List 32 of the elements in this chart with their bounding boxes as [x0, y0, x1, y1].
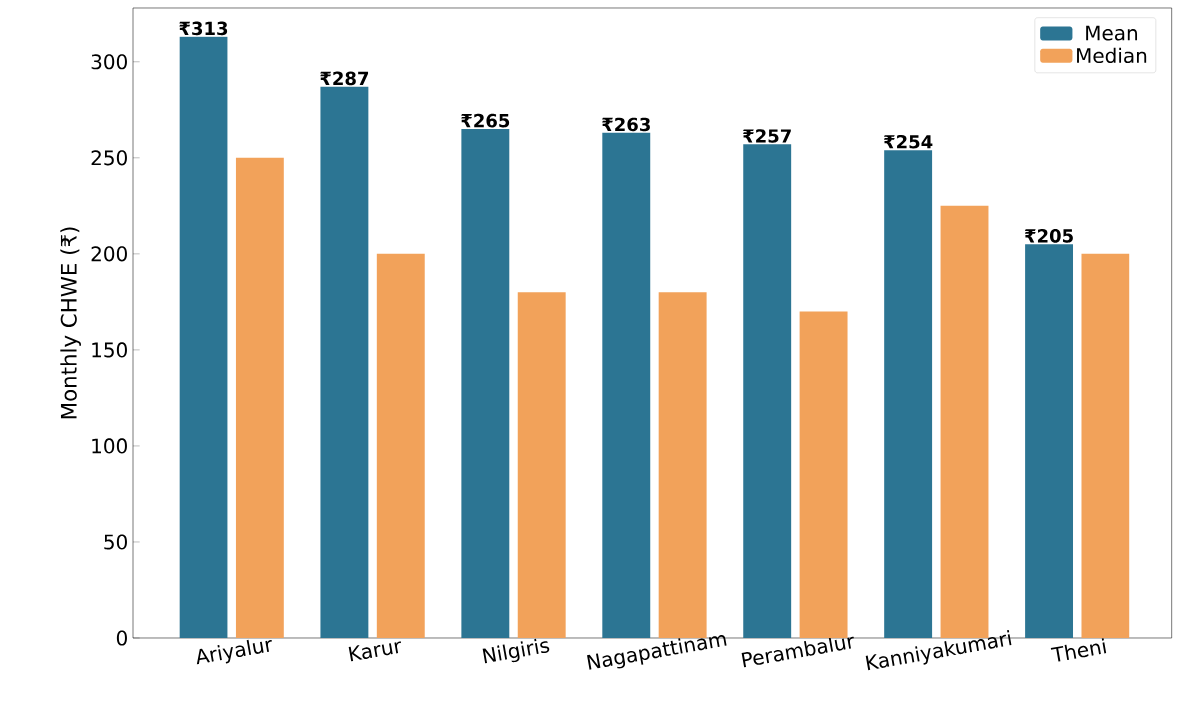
- bar: [235, 157, 284, 638]
- x-tick-label: Ariyalur: [196, 639, 272, 665]
- bar: [179, 36, 228, 638]
- bar: [743, 144, 792, 638]
- data-label: ₹254: [883, 134, 933, 149]
- bar: [376, 253, 425, 638]
- bar: [517, 292, 566, 638]
- bar: [799, 311, 848, 638]
- bar: [320, 86, 369, 638]
- y-tick-label: 200: [91, 246, 127, 262]
- bar: [461, 129, 510, 638]
- y-tick-label: 0: [116, 630, 127, 646]
- y-tick-label: 300: [91, 54, 127, 70]
- legend-label: Median: [1077, 47, 1147, 64]
- y-tick-label: 50: [104, 534, 127, 550]
- data-label: ₹205: [1024, 229, 1073, 243]
- x-tick-label: Theni: [1050, 638, 1107, 662]
- data-label: ₹257: [743, 129, 791, 143]
- x-tick-label: Karur: [348, 641, 402, 662]
- bar: [1025, 244, 1074, 638]
- x-tick-label: Nilgiris: [482, 638, 550, 664]
- x-tick-label: Perambalur: [741, 636, 854, 668]
- data-label: ₹263: [602, 117, 650, 132]
- data-label: ₹313: [179, 21, 228, 36]
- bar: [1081, 253, 1130, 638]
- y-axis-title: Monthly CHWE (₹): [60, 227, 81, 419]
- legend-label: Mean: [1086, 25, 1138, 41]
- y-tick-label: 250: [91, 150, 127, 166]
- data-label: ₹265: [461, 113, 510, 128]
- y-tick-label: 150: [92, 342, 127, 358]
- data-label: ₹287: [320, 71, 369, 86]
- y-tick-label: 100: [92, 438, 127, 454]
